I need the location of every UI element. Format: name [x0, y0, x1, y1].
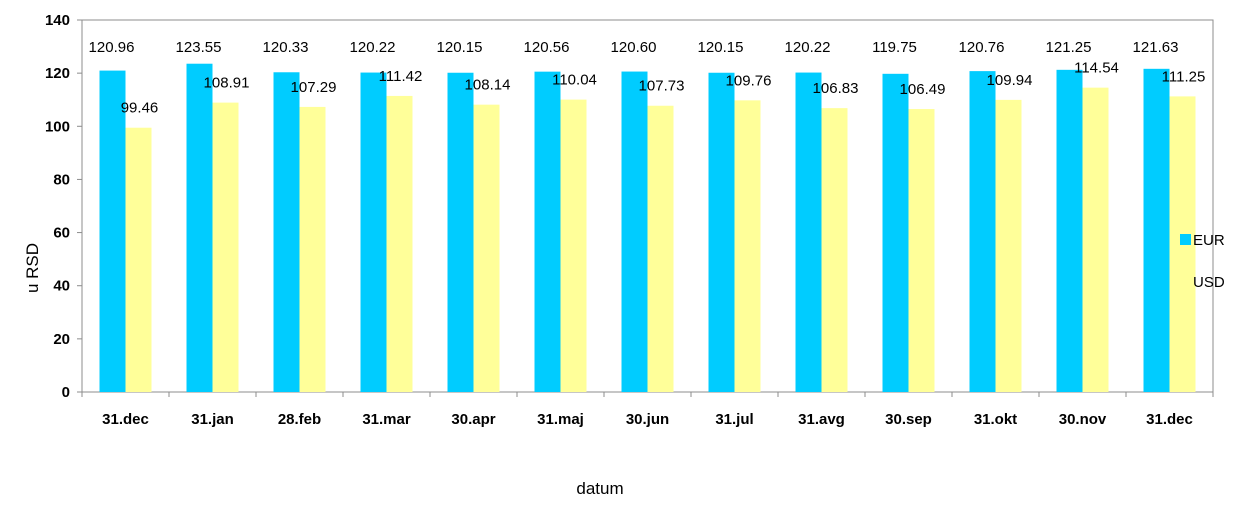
bar-usd	[473, 104, 500, 393]
y-tick-label: 80	[53, 171, 70, 188]
y-axis-title: u RSD	[23, 243, 42, 293]
data-label-usd: 114.54	[1074, 60, 1119, 77]
y-axis: 0 20 40 60 80 100 120 140	[45, 12, 82, 401]
data-label-eur: 120.60	[611, 39, 657, 56]
bar-usd	[560, 99, 587, 392]
x-tick-label: 31.jan	[191, 411, 234, 428]
bar-usd	[125, 127, 152, 392]
x-tick-label: 31.jul	[715, 411, 753, 428]
data-label-eur: 120.22	[785, 39, 831, 56]
data-label-eur: 120.15	[437, 39, 483, 56]
y-tick-label: 0	[62, 384, 70, 401]
data-label-eur: 123.55	[176, 39, 222, 56]
data-label-usd: 109.76	[726, 72, 772, 89]
data-label-usd: 110.04	[552, 72, 597, 89]
data-label-usd: 108.91	[204, 75, 250, 92]
data-label-eur: 120.96	[89, 39, 135, 56]
data-label-eur: 121.25	[1046, 39, 1092, 56]
bar-eur	[447, 72, 474, 392]
data-label-eur: 120.22	[350, 39, 396, 56]
bar-usd	[908, 109, 935, 392]
bar-eur	[99, 70, 126, 392]
data-label-usd: 107.29	[291, 79, 337, 96]
data-label-usd: 111.25	[1162, 68, 1206, 85]
y-tick-label: 100	[45, 118, 70, 135]
x-tick-label: 30.sep	[885, 411, 932, 428]
data-label-usd: 107.73	[639, 78, 685, 95]
x-tick-label: 31.dec	[1146, 411, 1193, 428]
bar-usd	[299, 106, 326, 392]
y-tick-label: 140	[45, 12, 70, 29]
x-tick-label: 31.mar	[362, 411, 411, 428]
bar-usd	[734, 100, 761, 393]
bar-usd	[212, 102, 239, 393]
bar-eur	[273, 72, 300, 393]
bar-eur	[534, 71, 561, 393]
x-tick-label: 31.avg	[798, 411, 845, 428]
data-label-eur: 120.76	[959, 39, 1005, 56]
bar-usd	[647, 105, 674, 392]
data-label-usd: 109.94	[987, 72, 1033, 89]
bar-eur	[969, 71, 996, 393]
x-axis: 31.dec 31.jan 28.feb 31.mar 30.apr 31.maj 30.j…	[81, 392, 1214, 428]
legend: EUR USD	[1180, 232, 1225, 291]
bar-usd	[386, 95, 413, 393]
legend-swatch-usd	[1180, 276, 1191, 287]
data-labels: 120.96 99.46 123.55 108.91 120.33 107.29 120.2…	[89, 39, 1206, 117]
data-label-eur: 120.15	[698, 39, 744, 56]
x-tick-label: 30.jun	[626, 411, 669, 428]
x-tick-label: 28.feb	[278, 411, 321, 428]
bar-eur	[1056, 69, 1083, 393]
bar-eur	[882, 73, 909, 393]
legend-label-eur: EUR	[1193, 232, 1225, 249]
legend-label-usd: USD	[1193, 274, 1225, 291]
bars	[99, 63, 1196, 393]
legend-swatch-eur	[1180, 234, 1191, 245]
data-label-eur: 120.56	[524, 39, 570, 56]
y-tick-label: 20	[53, 331, 70, 348]
bar-eur	[795, 72, 822, 392]
x-axis-title: datum	[576, 479, 623, 498]
bar-eur	[360, 72, 387, 392]
bar-eur	[1143, 68, 1170, 393]
x-tick-label: 30.apr	[451, 411, 495, 428]
x-tick-label: 31.okt	[974, 411, 1017, 428]
data-label-usd: 108.14	[465, 77, 511, 94]
x-tick-label: 31.maj	[537, 411, 584, 428]
bar-usd	[821, 108, 848, 393]
data-label-usd: 106.83	[813, 80, 859, 97]
bar-usd	[995, 99, 1022, 392]
data-label-usd: 99.46	[121, 100, 159, 117]
bar-eur	[708, 72, 735, 392]
bar-eur	[186, 63, 213, 393]
data-label-usd: 111.42	[379, 68, 423, 85]
data-label-eur: 120.33	[263, 39, 309, 56]
y-tick-label: 40	[53, 278, 70, 295]
y-tick-label: 60	[53, 225, 70, 242]
x-tick-label: 31.dec	[102, 411, 149, 428]
bar-usd	[1082, 87, 1109, 393]
data-label-eur: 121.63	[1133, 39, 1179, 56]
bar-eur	[621, 71, 648, 392]
data-label-usd: 106.49	[900, 81, 946, 98]
y-tick-label: 120	[45, 65, 70, 82]
data-label-eur: 119.75	[872, 39, 917, 56]
x-tick-label: 30.nov	[1059, 411, 1107, 428]
